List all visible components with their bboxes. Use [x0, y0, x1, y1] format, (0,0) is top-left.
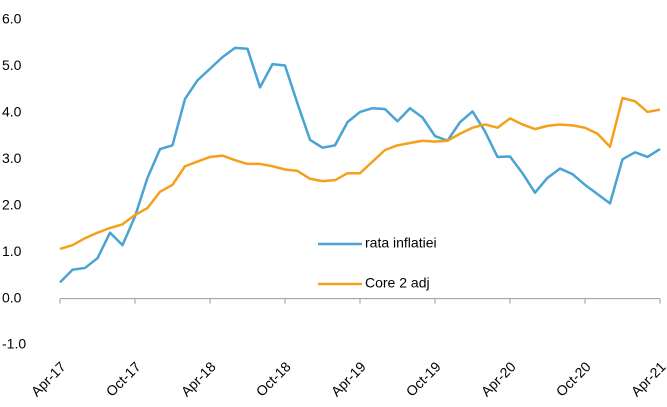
y-tick-label: 6.0 [2, 11, 22, 27]
x-tick-label: Oct-18 [253, 358, 294, 399]
x-tick-label: Oct-17 [103, 358, 144, 399]
y-tick-label: 5.0 [2, 57, 22, 73]
series-line [59, 96, 661, 251]
x-tick-label: Apr-19 [328, 358, 369, 399]
y-tick-label: -1.0 [2, 336, 26, 352]
legend-label: rata inflatiei [365, 235, 437, 251]
x-tick-label: Apr-21 [628, 358, 667, 399]
series-line [59, 46, 661, 284]
x-tick-label: Apr-17 [28, 358, 69, 399]
x-tick-label: Apr-18 [178, 358, 219, 399]
y-tick-label: 0.0 [2, 289, 22, 305]
y-tick-label: 3.0 [2, 150, 22, 166]
y-tick-label: 1.0 [2, 243, 22, 259]
legend-label: Core 2 adj [365, 275, 430, 291]
y-tick-label: 4.0 [2, 104, 22, 120]
y-tick-label: 2.0 [2, 196, 22, 212]
x-tick-label: Apr-20 [478, 358, 519, 399]
x-tick-label: Oct-20 [553, 358, 594, 399]
x-tick-label: Oct-19 [403, 358, 444, 399]
